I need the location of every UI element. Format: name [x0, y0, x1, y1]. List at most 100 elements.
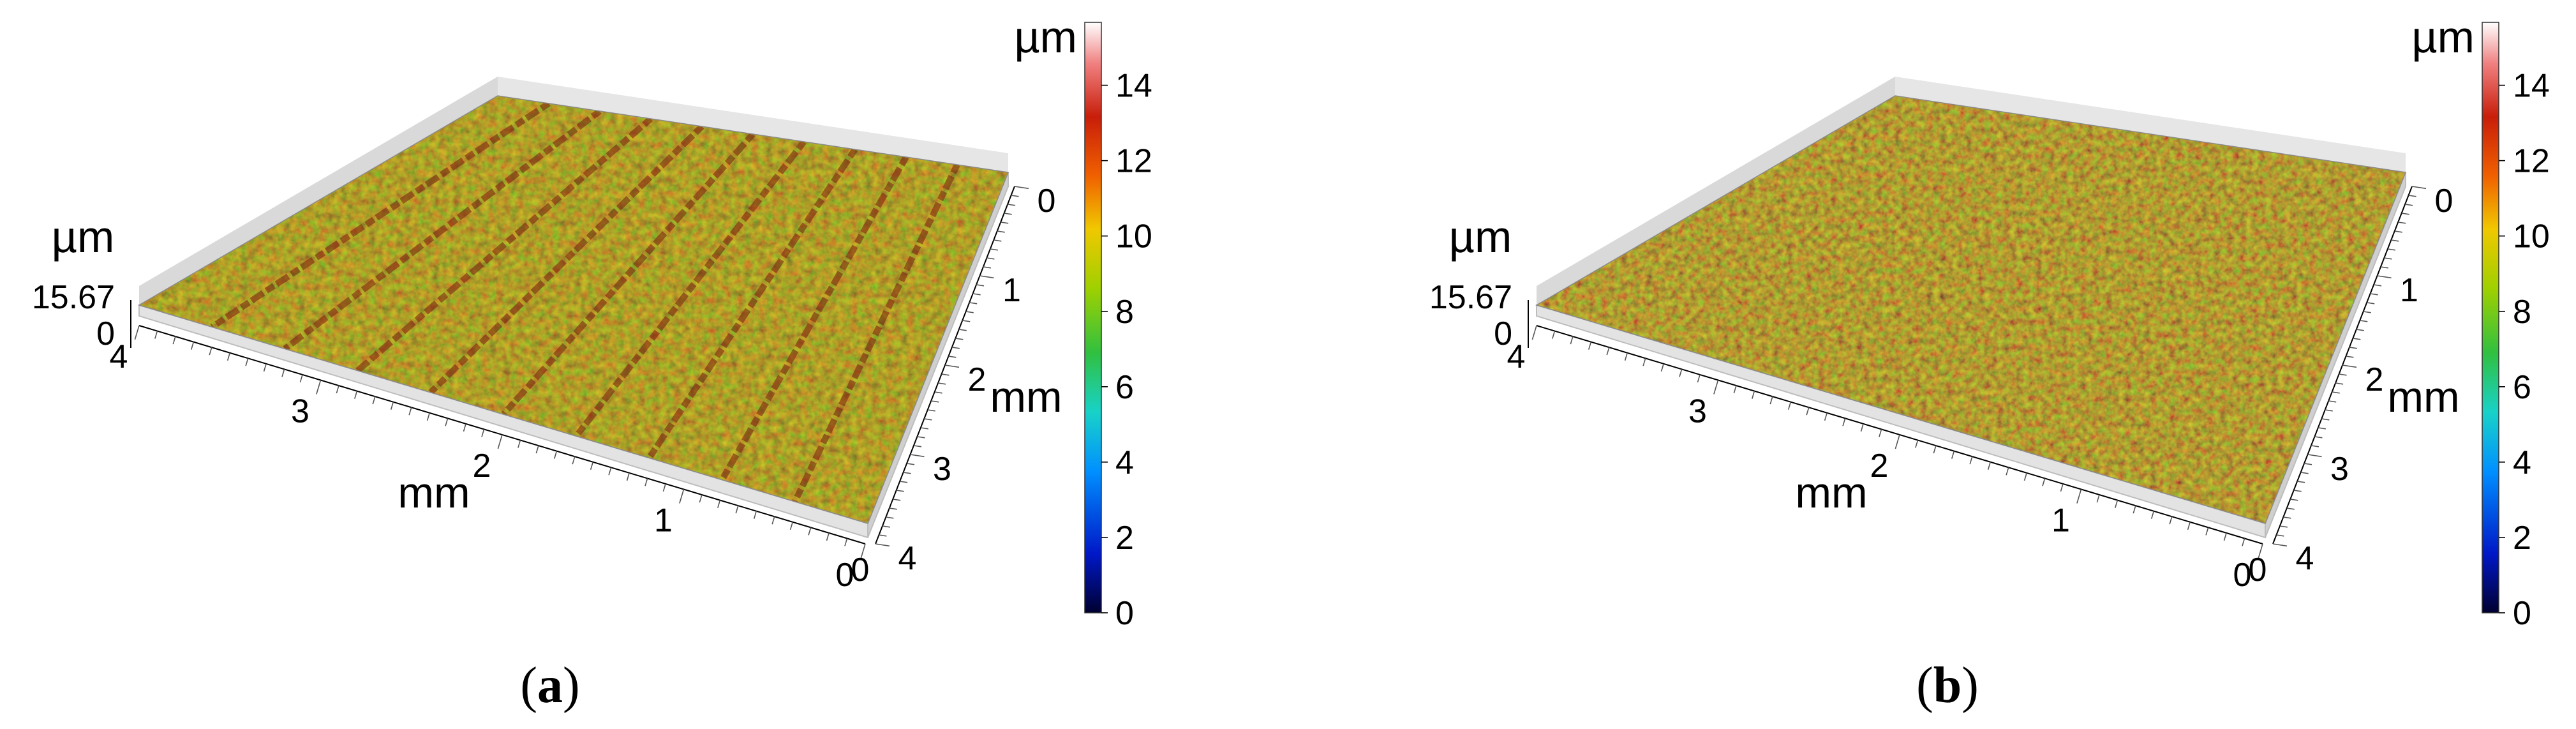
groove-line — [501, 132, 756, 417]
x-tick — [662, 483, 666, 492]
x-tick — [1660, 363, 1664, 372]
y-tick — [2367, 302, 2375, 304]
y-tick — [1004, 213, 1012, 215]
y-tick — [2304, 463, 2312, 465]
x-tick — [2169, 516, 2173, 525]
x-tick — [154, 331, 158, 339]
y-tick — [2349, 347, 2358, 349]
groove-line — [428, 124, 704, 395]
x-tick-label: 3 — [291, 393, 309, 430]
y-tick — [2339, 373, 2347, 376]
y-tick — [2404, 204, 2413, 206]
x-tick — [227, 352, 231, 361]
y-tick — [879, 534, 887, 537]
x-tick — [717, 500, 721, 508]
x-tick — [1624, 352, 1628, 361]
y-tick — [2300, 472, 2309, 474]
y-tick — [937, 382, 946, 385]
y-tick-label: 0 — [2435, 183, 2453, 220]
y-tick — [944, 364, 960, 368]
x-tick — [445, 418, 449, 426]
x-tick — [1969, 456, 1973, 465]
y-tick — [893, 499, 901, 501]
y-tick — [986, 257, 995, 260]
colorbar-tick-label: 6 — [1115, 369, 1134, 406]
y-axis-label: mm — [990, 373, 1062, 421]
y-tick — [1011, 195, 1019, 197]
y-tick — [2314, 436, 2323, 439]
y-tick — [2398, 222, 2406, 224]
colorbar-tick-label: 0 — [2513, 595, 2531, 632]
x-tick — [808, 527, 812, 536]
y-tick — [2342, 364, 2357, 368]
y-tick — [976, 284, 985, 287]
y-tick — [920, 427, 928, 430]
x-tick — [1570, 336, 1574, 345]
x-tick — [1895, 434, 1900, 449]
y-tick — [997, 230, 1005, 233]
surface-outline — [1535, 95, 2407, 524]
x-tick — [1606, 347, 1610, 356]
x-tick — [263, 363, 267, 372]
x-tick — [590, 462, 594, 470]
x-tick — [1679, 369, 1683, 377]
groove-line — [355, 116, 653, 373]
x-tick — [1806, 407, 1810, 416]
groove-line — [646, 147, 858, 460]
x-tick — [426, 412, 430, 421]
y-tick — [2297, 481, 2305, 483]
y-tick-label: 1 — [2400, 272, 2418, 309]
x-tick — [2133, 505, 2136, 514]
x-tick — [481, 429, 485, 437]
x-tick — [463, 423, 466, 432]
x-tick — [517, 440, 521, 448]
y-tick — [896, 490, 904, 492]
x-tick — [1951, 451, 1955, 459]
y-tick — [2401, 213, 2409, 215]
y-tick — [2391, 239, 2399, 242]
z-tick-label: 0 — [96, 315, 115, 352]
y-tick — [917, 436, 925, 439]
y-tick — [2394, 230, 2402, 233]
y-tick-label: 2 — [968, 361, 986, 398]
colorbar-tick-label: 2 — [1115, 520, 1134, 557]
colorbar-tick-label: 6 — [2513, 369, 2531, 406]
x-axis-label: mm — [1795, 469, 1867, 517]
y-tick — [889, 507, 897, 510]
groove-line — [792, 163, 960, 503]
y-tick-label: 4 — [898, 540, 917, 577]
back-wall-right — [498, 77, 1008, 172]
y-tick — [910, 454, 925, 458]
y-axis-label: mm — [2387, 373, 2459, 421]
x-tick-label: 4 — [110, 338, 128, 375]
x-origin-label: 0 — [851, 552, 870, 589]
colorbar-unit: µm — [2411, 12, 2475, 62]
x-tick — [134, 325, 140, 340]
x-tick — [354, 391, 358, 399]
back-wall-left — [139, 77, 498, 305]
y-tick — [2293, 490, 2302, 492]
x-tick — [1713, 380, 1719, 395]
y-tick — [906, 463, 915, 465]
x-axis-label: mm — [398, 469, 470, 517]
y-tick — [983, 266, 992, 269]
y-tick — [2328, 400, 2337, 403]
y-tick-label: 3 — [2330, 451, 2349, 488]
x-tick — [535, 445, 539, 454]
y-tick — [2279, 525, 2288, 528]
x-tick — [1531, 325, 1537, 340]
y-tick — [2356, 329, 2364, 331]
x-tick — [626, 472, 630, 481]
y-tick — [2411, 186, 2427, 190]
y-tick — [924, 418, 932, 421]
x-tick — [2115, 500, 2118, 508]
x-tick — [860, 543, 866, 559]
x-tick-label: 1 — [2051, 502, 2070, 539]
z-axis-unit: µm — [52, 212, 115, 262]
y-tick — [2363, 311, 2371, 313]
x-tick — [699, 494, 703, 503]
groove-line — [210, 100, 551, 330]
colorbar-tick-label: 2 — [2513, 520, 2531, 557]
y-tick — [2325, 409, 2333, 412]
x-tick — [608, 467, 612, 476]
